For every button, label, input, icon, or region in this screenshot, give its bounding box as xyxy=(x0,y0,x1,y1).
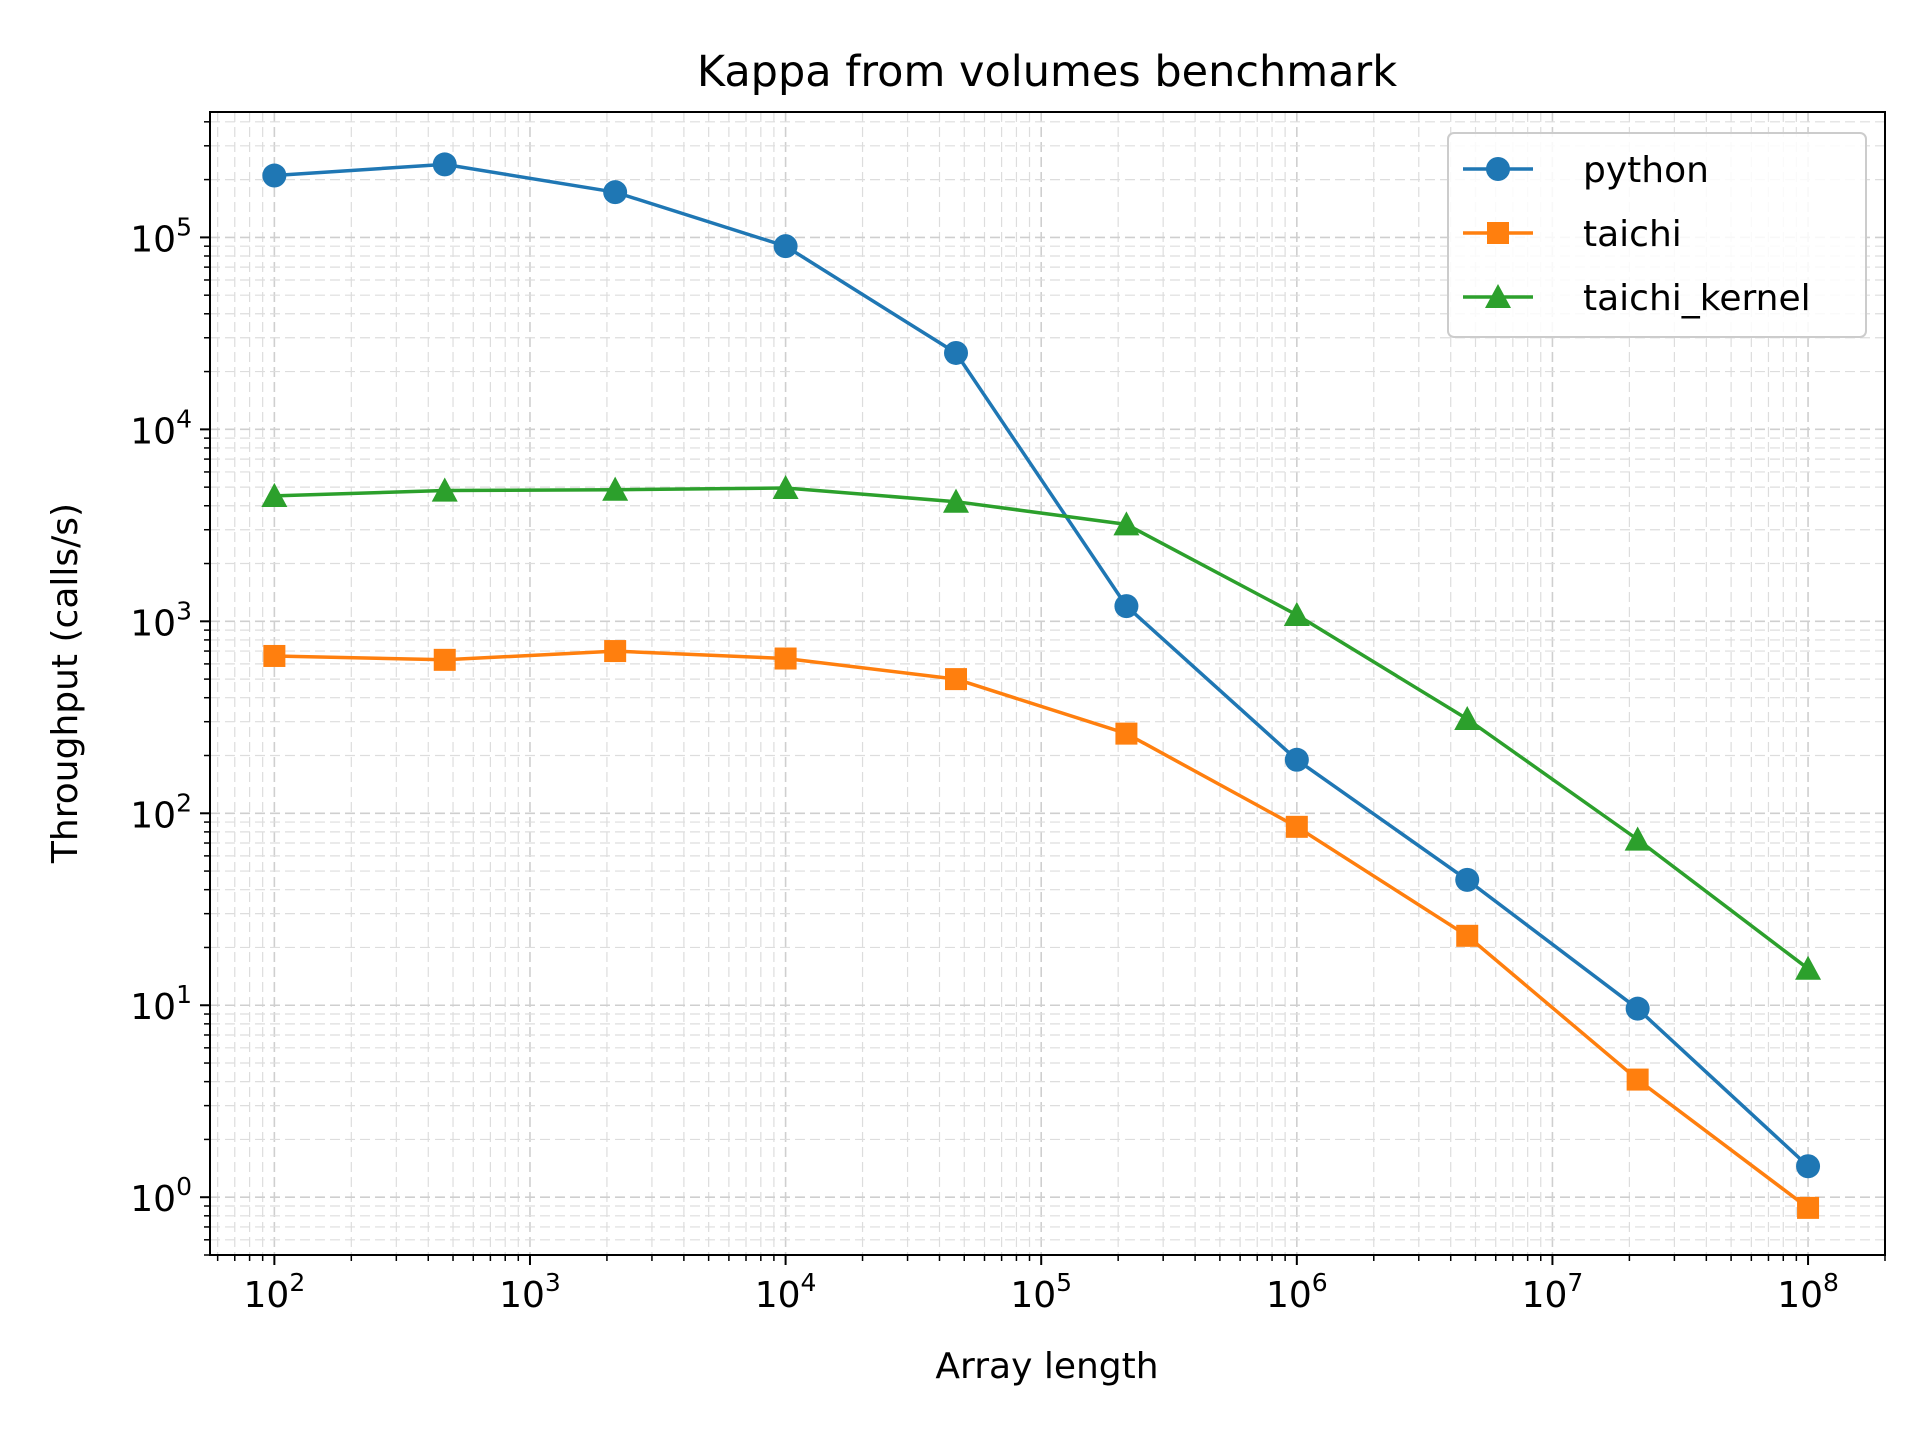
data-point xyxy=(1456,924,1479,947)
data-point xyxy=(432,152,457,177)
data-point xyxy=(433,648,456,671)
data-point xyxy=(773,234,798,259)
data-point xyxy=(772,474,799,500)
y-tick-label: 105 xyxy=(130,212,192,260)
data-point xyxy=(943,488,970,513)
legend-marker xyxy=(1487,222,1509,244)
y-tick-label: 104 xyxy=(130,404,192,452)
data-point xyxy=(1113,511,1140,536)
series-line xyxy=(274,162,1810,1168)
x-tick-label: 105 xyxy=(1010,1268,1072,1316)
legend-item: taichi xyxy=(1463,214,1682,255)
legend-box xyxy=(1447,132,1867,338)
legend: python taichi taichi_kernel xyxy=(1447,132,1867,338)
series-line xyxy=(274,486,1810,971)
data-point xyxy=(774,647,797,670)
data-point xyxy=(1795,955,1822,980)
data-point xyxy=(431,477,458,502)
x-tick-label: 103 xyxy=(499,1268,561,1316)
y-tick-label: 102 xyxy=(130,788,192,836)
y-tick-label: 101 xyxy=(130,980,192,1028)
legend-label: python xyxy=(1583,150,1709,191)
data-point xyxy=(1625,996,1650,1021)
data-point xyxy=(263,644,286,667)
data-point xyxy=(603,180,628,205)
data-point xyxy=(262,163,287,188)
data-point xyxy=(261,482,288,507)
data-point xyxy=(945,668,968,691)
x-tick-label: 102 xyxy=(244,1268,306,1316)
data-point xyxy=(1284,747,1309,772)
legend-item: python xyxy=(1463,150,1709,191)
data-point xyxy=(944,340,969,365)
x-tick-label: 108 xyxy=(1777,1268,1839,1316)
data-point xyxy=(602,476,629,501)
data-point xyxy=(1796,1154,1821,1179)
x-tick-label: 106 xyxy=(1266,1268,1328,1316)
data-point xyxy=(1455,867,1480,892)
plot-series xyxy=(261,152,1822,1219)
x-tick-label: 104 xyxy=(755,1268,817,1316)
legend-marker xyxy=(1485,284,1511,309)
chart-title: Kappa from volumes benchmark xyxy=(697,47,1397,97)
data-point xyxy=(604,640,627,663)
series-taichi xyxy=(263,640,1820,1219)
data-point xyxy=(1626,1068,1649,1091)
data-point xyxy=(1454,705,1481,731)
series-taichi-kernel xyxy=(261,474,1822,980)
y-tick-label: 100 xyxy=(130,1172,192,1220)
data-point xyxy=(1797,1196,1820,1219)
x-axis-label: Array length xyxy=(935,1346,1158,1387)
data-point xyxy=(1283,601,1310,626)
data-point xyxy=(1285,815,1308,838)
legend-label: taichi_kernel xyxy=(1583,278,1811,319)
data-point xyxy=(1115,722,1138,745)
y-tick-label: 103 xyxy=(130,596,192,644)
data-point xyxy=(1114,594,1139,619)
series-line xyxy=(274,649,1810,1210)
y-axis-label: Throughput (calls/s) xyxy=(45,503,86,864)
x-tick-label: 107 xyxy=(1522,1268,1584,1316)
grid xyxy=(210,112,1886,1256)
axis-ticks: 102 103 104 105 106 107 108 100 101 102 103 104 105 xyxy=(130,121,1886,1316)
plot-frame xyxy=(209,111,1886,1256)
data-point xyxy=(1624,826,1651,851)
series-python xyxy=(262,152,1821,1179)
legend-label: taichi xyxy=(1583,214,1682,255)
legend-marker xyxy=(1486,157,1510,181)
legend-item: taichi_kernel xyxy=(1463,278,1811,319)
